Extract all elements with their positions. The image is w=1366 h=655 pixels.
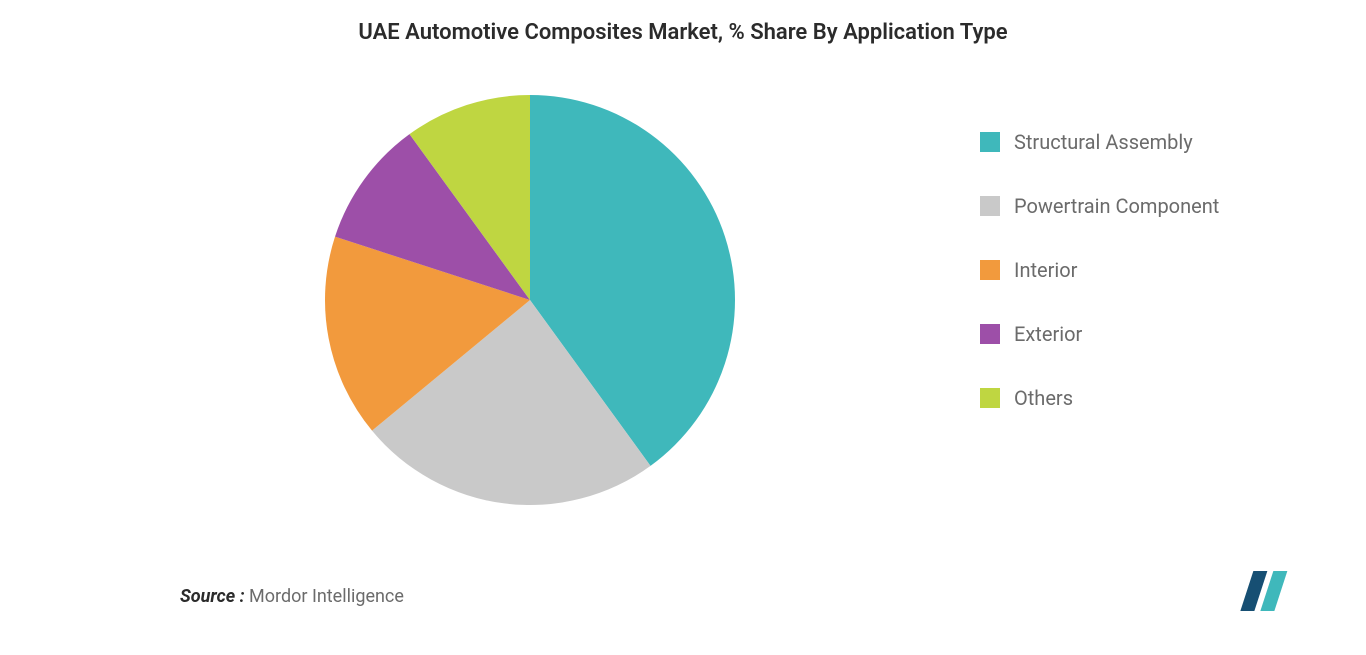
legend-swatch [980,388,1000,408]
source-credit: Source : Mordor Intelligence [180,586,404,607]
mordor-logo-icon [1236,569,1306,617]
legend-item: Powertrain Component [980,194,1219,218]
pie-chart [320,90,740,510]
legend-item: Exterior [980,322,1219,346]
legend-label: Powertrain Component [1014,194,1219,218]
legend-label: Interior [1014,258,1077,282]
legend-label: Structural Assembly [1014,130,1193,154]
legend-swatch [980,324,1000,344]
legend-item: Interior [980,258,1219,282]
legend-label: Others [1014,386,1073,410]
legend-item: Others [980,386,1219,410]
legend-label: Exterior [1014,322,1082,346]
legend-item: Structural Assembly [980,130,1219,154]
source-prefix: Source : [180,586,245,607]
chart-title: UAE Automotive Composites Market, % Shar… [0,20,1366,45]
legend: Structural Assembly Powertrain Component I… [980,130,1219,410]
legend-swatch [980,260,1000,280]
source-text: Mordor Intelligence [249,586,404,607]
legend-swatch [980,196,1000,216]
legend-swatch [980,132,1000,152]
